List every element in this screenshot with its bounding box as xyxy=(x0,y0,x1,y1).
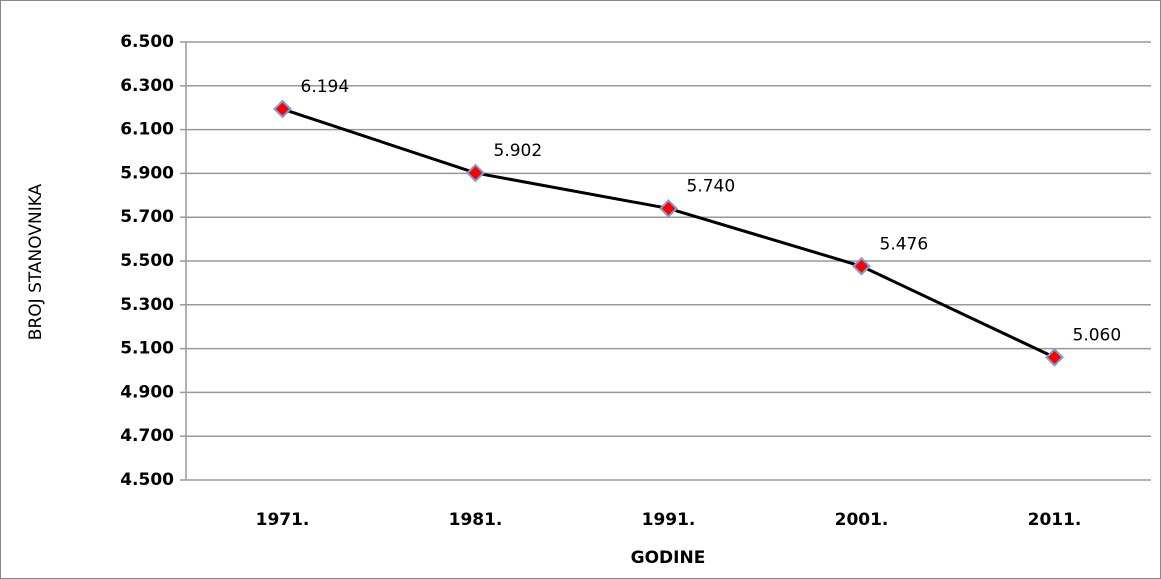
y-tick-label: 6.300 xyxy=(120,76,174,96)
x-tick-label: 2011. xyxy=(1028,510,1082,530)
x-tick-label: 1991. xyxy=(642,510,696,530)
marker xyxy=(659,199,678,218)
data-label: 5.740 xyxy=(687,176,736,196)
marker xyxy=(273,99,292,119)
y-tick-label: 5.100 xyxy=(120,339,174,359)
x-tick-label: 1981. xyxy=(449,510,503,530)
y-tick-label: 5.900 xyxy=(120,163,174,183)
y-tick-label: 5.500 xyxy=(120,251,174,271)
data-label: 5.476 xyxy=(880,234,929,254)
data-label: 6.194 xyxy=(301,77,350,97)
y-tick-label: 5.300 xyxy=(120,295,174,315)
y-axis-title: BROJ STANOVNIKA xyxy=(26,183,46,340)
x-axis-title: GODINE xyxy=(631,548,706,568)
y-tick-label: 4.500 xyxy=(120,470,174,490)
y-tick-label: 6.100 xyxy=(120,120,174,140)
y-tick-label: 6.500 xyxy=(120,32,174,52)
y-tick-label: 4.700 xyxy=(120,426,174,446)
x-tick-label: 1971. xyxy=(256,510,310,530)
data-label: 5.902 xyxy=(494,141,543,161)
x-tick-label: 2001. xyxy=(835,510,889,530)
data-label: 5.060 xyxy=(1073,325,1122,345)
y-tick-label: 5.700 xyxy=(120,207,174,227)
marker xyxy=(1045,347,1064,367)
marker xyxy=(466,163,485,183)
y-tick-label: 4.900 xyxy=(120,382,174,402)
marker xyxy=(852,256,871,276)
